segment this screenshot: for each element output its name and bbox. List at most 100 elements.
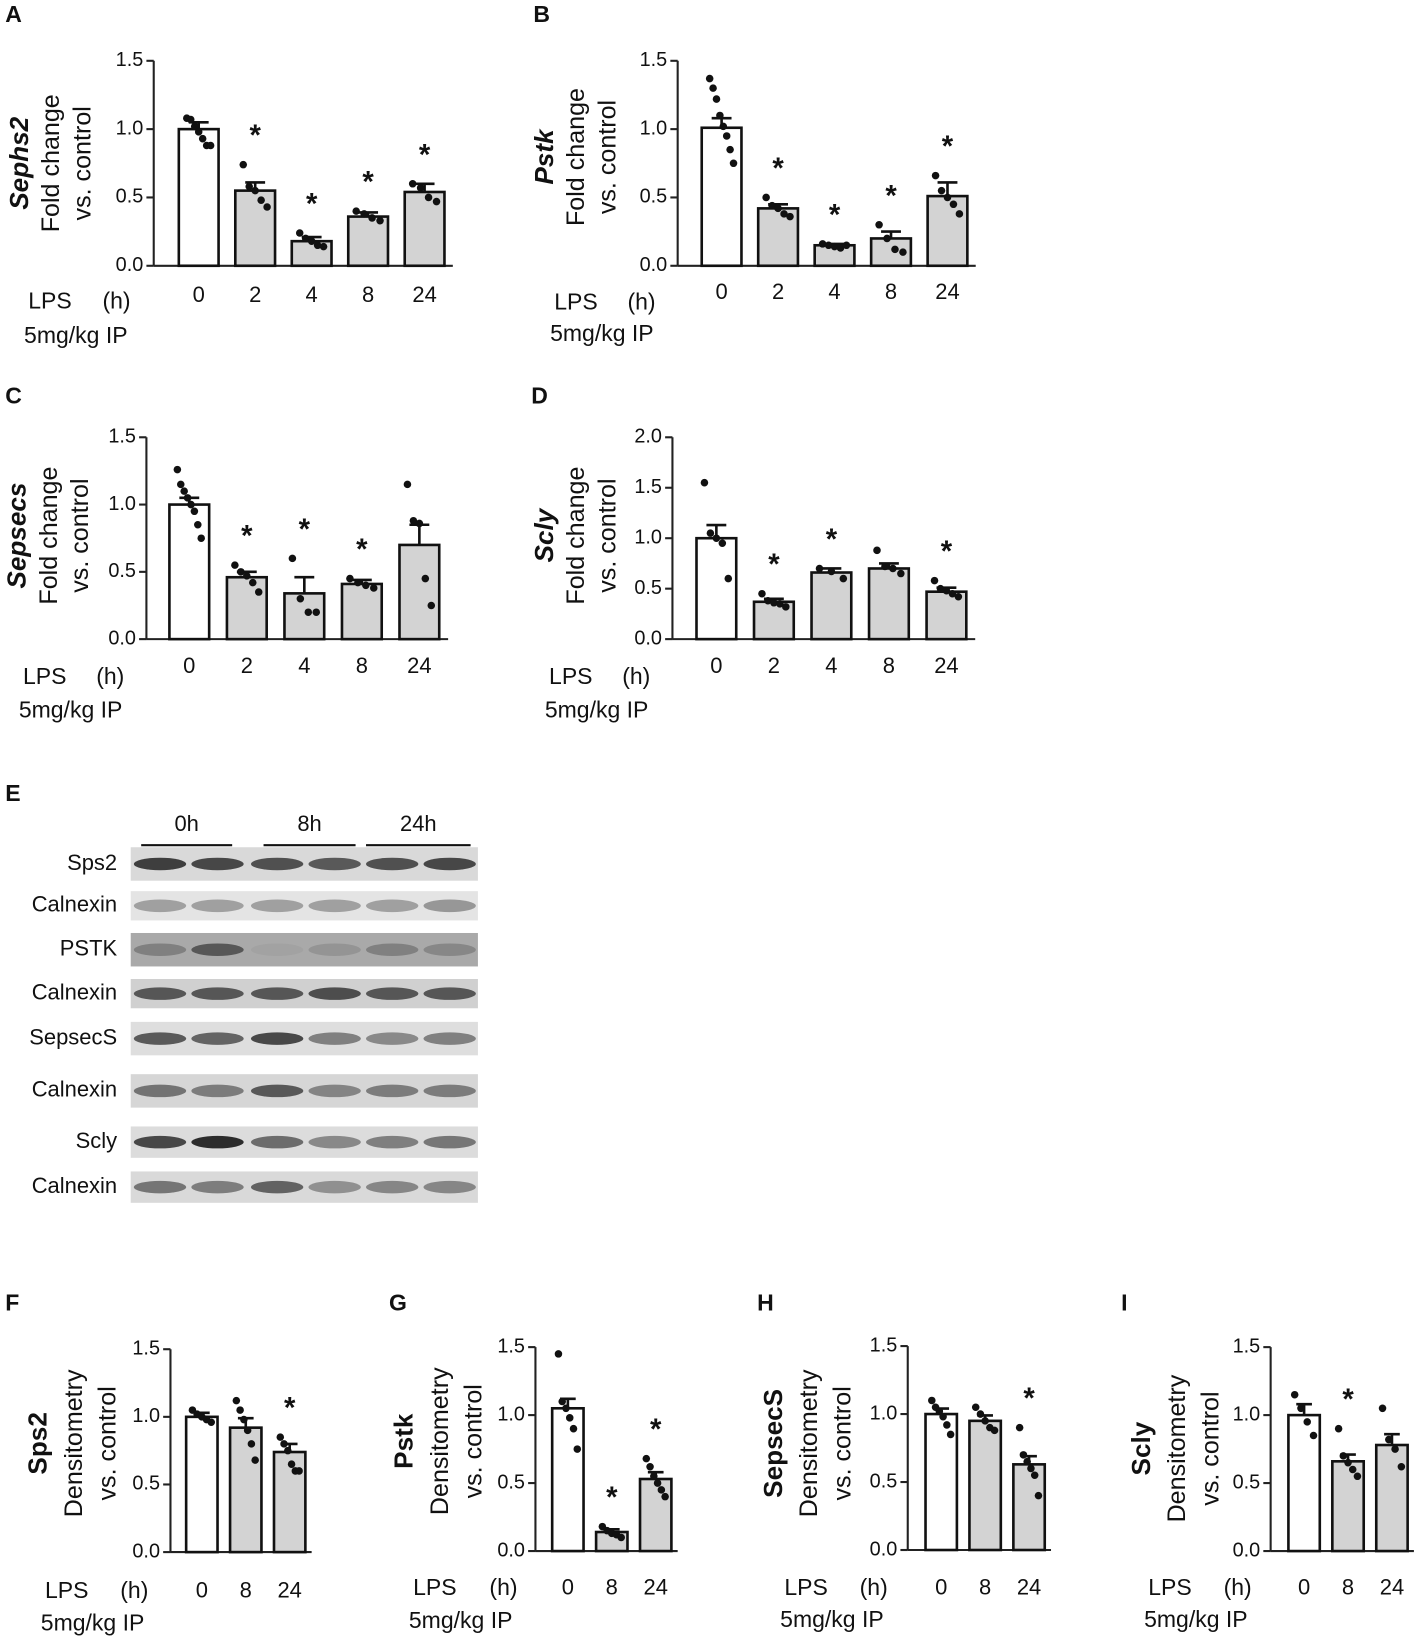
data-point [284,1446,292,1455]
data-point [569,1424,578,1433]
data-point [408,180,417,188]
y-tick-label: 1.5 [497,1335,525,1357]
data-point [1034,1491,1043,1500]
x-tick-label: 24 [407,653,431,678]
data-point [263,203,271,211]
y-tick-label: 0.0 [634,627,662,649]
data-point [981,1417,989,1425]
y-axis-label: vs. control [1197,1391,1225,1505]
y-axis-label: Densitometry [60,1369,88,1517]
error-bar [351,578,372,584]
data-point [194,128,203,136]
y-tick-label: 1.5 [640,49,668,71]
bar [398,543,441,641]
significance: * [826,523,838,556]
x-tick-label: 0 [562,1574,574,1599]
x-tick-label: 8 [979,1574,991,1599]
blot-band [308,943,361,956]
significance: * [306,188,318,221]
data-point [815,564,824,573]
data-point [1344,1458,1352,1467]
blot-band [250,1032,304,1045]
blot-row-label: Calnexin [32,1173,117,1198]
data-point [1015,1423,1024,1432]
data-point [724,574,733,583]
blot-strip [130,1074,478,1108]
x-axis-dose: 5mg/kg IP [409,1607,513,1633]
bar [867,567,911,641]
data-point [249,578,257,587]
data-point [254,588,263,596]
x-axis-unit: (h) [627,289,655,315]
data-point [301,234,310,243]
data-point [245,182,253,191]
data-point [1397,1462,1406,1471]
data-point [307,237,316,245]
panel-label: C [5,383,22,409]
x-tick-label: 0 [710,653,722,678]
data-point [573,1445,582,1453]
panel-label: A [5,1,22,27]
data-point [764,597,772,605]
data-point [319,242,328,251]
bar [340,582,384,641]
data-point [288,554,297,563]
bar [1374,1443,1409,1553]
y-axis-label: Fold change [37,94,65,232]
y-tick-label: 0.5 [1233,1471,1261,1493]
y-tick-label: 0.0 [132,1540,160,1562]
blot-strip [130,1021,478,1056]
panel-label: H [757,1289,774,1315]
data-point [232,1396,241,1405]
x-axis-unit: (h) [120,1577,148,1603]
data-point [709,84,717,92]
blot-band [133,1032,187,1045]
error-bar [294,575,315,594]
blot-band [133,1084,187,1098]
y-tick-label: 0.5 [497,1471,525,1493]
data-point [722,132,731,140]
data-point [403,480,412,489]
gene-label: Pstk [389,1413,419,1469]
data-point [562,1404,570,1413]
x-tick-label: 4 [298,653,310,678]
blot-band [308,1032,361,1045]
blot-band [133,1135,187,1149]
x-axis-dose: 5mg/kg IP [19,696,123,722]
data-point [712,95,721,103]
significance: * [606,1481,618,1514]
significance: * [419,138,431,171]
blot-band [423,1180,476,1194]
blot-row-label: Calnexin [32,979,117,1004]
panel-label: G [389,1289,407,1315]
y-tick-label: 1.0 [116,117,144,139]
x-axis-dose: 5mg/kg IP [780,1606,884,1632]
data-point [416,184,425,192]
data-point [206,141,215,150]
blot-band [250,857,304,871]
blot-band [366,1084,419,1098]
data-point [719,122,728,131]
x-tick-label: 24 [1380,1574,1404,1599]
data-point [782,603,790,611]
data-point [1030,1471,1039,1479]
data-point [949,200,958,209]
y-tick-label: 0.0 [1233,1539,1261,1561]
data-point [565,1414,574,1422]
data-point [312,608,321,616]
gene-label: Scly [1126,1421,1156,1475]
x-axis-label: LPS [554,289,597,315]
blot-band [366,857,419,871]
blot-band [308,987,361,1000]
blot-band [308,1180,361,1194]
data-point [774,204,782,213]
data-point [1297,1404,1305,1413]
data-point [873,546,881,555]
y-tick-label: 0.0 [640,254,668,276]
gene-label: Sephs2 [4,116,34,209]
data-point [362,581,370,590]
blot-band [191,857,244,871]
y-axis-label: Fold change [562,467,590,605]
y-axis-label: vs. control [93,1386,121,1500]
x-axis-dose: 5mg/kg IP [24,322,128,348]
